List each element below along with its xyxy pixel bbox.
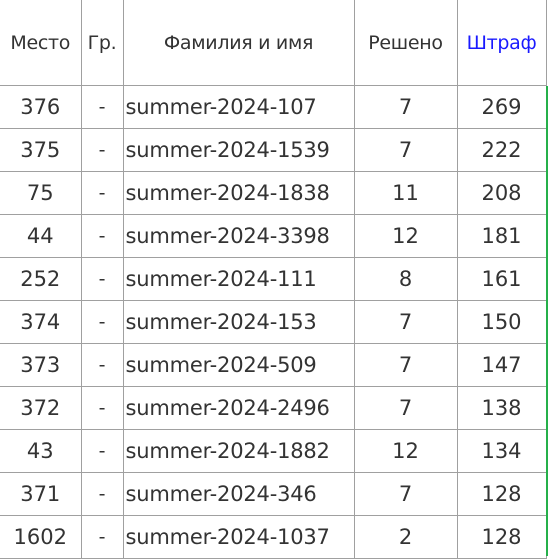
standings-body: 376- summer-2024-107 7 269 375- summer-2024-1… (0, 85, 547, 559)
scroll-edge-indicator (546, 86, 548, 556)
place-cell: 371 (0, 472, 82, 516)
penalty-cell: 181 (456, 214, 547, 258)
name-cell: summer-2024-1838 (122, 171, 355, 215)
name-cell: summer-2024-153 (122, 300, 355, 344)
header-group[interactable]: Гр. (80, 0, 124, 86)
table-row: 374- summer-2024-153 7 150 (0, 300, 547, 344)
penalty-cell: 222 (456, 128, 547, 172)
solved-cell: 12 (353, 214, 458, 258)
solved-cell: 7 (353, 472, 458, 516)
group-cell: - (80, 429, 124, 473)
group-cell: - (80, 472, 124, 516)
place-cell: 374 (0, 300, 82, 344)
place-cell: 375 (0, 128, 82, 172)
group-cell: - (80, 128, 124, 172)
table-row: 371- summer-2024-346 7 128 (0, 472, 547, 516)
group-cell: - (80, 257, 124, 301)
penalty-cell: 269 (456, 85, 547, 129)
place-cell: 372 (0, 386, 82, 430)
group-cell: - (80, 300, 124, 344)
solved-cell: 7 (353, 85, 458, 129)
table-row: 372- summer-2024-2496 7 138 (0, 386, 547, 430)
table-row: 44- summer-2024-3398 12 181 (0, 214, 547, 258)
header-place[interactable]: Место (0, 0, 82, 86)
group-cell: - (80, 214, 124, 258)
solved-cell: 7 (353, 343, 458, 387)
header-penalty-sort-link[interactable]: Штраф (456, 0, 547, 86)
solved-cell: 8 (353, 257, 458, 301)
table-row: 1602- summer-2024-1037 2 128 (0, 515, 547, 559)
group-cell: - (80, 171, 124, 215)
group-cell: - (80, 386, 124, 430)
header-solved[interactable]: Решено (353, 0, 458, 86)
penalty-cell: 134 (456, 429, 547, 473)
table-row: 376- summer-2024-107 7 269 (0, 85, 547, 129)
group-cell: - (80, 343, 124, 387)
place-cell: 252 (0, 257, 82, 301)
table-row: 375- summer-2024-1539 7 222 (0, 128, 547, 172)
solved-cell: 12 (353, 429, 458, 473)
name-cell: summer-2024-1037 (122, 515, 355, 559)
penalty-cell: 138 (456, 386, 547, 430)
table-row: 373- summer-2024-509 7 147 (0, 343, 547, 387)
penalty-cell: 147 (456, 343, 547, 387)
place-cell: 376 (0, 85, 82, 129)
penalty-cell: 128 (456, 472, 547, 516)
place-cell: 43 (0, 429, 82, 473)
penalty-cell: 208 (456, 171, 547, 215)
place-cell: 75 (0, 171, 82, 215)
standings-header: Место Гр. Фамилия и имя Решено Штраф (0, 0, 547, 86)
solved-cell: 7 (353, 128, 458, 172)
group-cell: - (80, 515, 124, 559)
name-cell: summer-2024-509 (122, 343, 355, 387)
name-cell: summer-2024-1539 (122, 128, 355, 172)
place-cell: 1602 (0, 515, 82, 559)
solved-cell: 11 (353, 171, 458, 215)
place-cell: 44 (0, 214, 82, 258)
solved-cell: 7 (353, 300, 458, 344)
table-row: 252- summer-2024-111 8 161 (0, 257, 547, 301)
penalty-cell: 150 (456, 300, 547, 344)
place-cell: 373 (0, 343, 82, 387)
header-name[interactable]: Фамилия и имя (122, 0, 355, 86)
penalty-cell: 128 (456, 515, 547, 559)
table-row: 43- summer-2024-1882 12 134 (0, 429, 547, 473)
name-cell: summer-2024-2496 (122, 386, 355, 430)
name-cell: summer-2024-107 (122, 85, 355, 129)
name-cell: summer-2024-111 (122, 257, 355, 301)
penalty-cell: 161 (456, 257, 547, 301)
name-cell: summer-2024-3398 (122, 214, 355, 258)
solved-cell: 7 (353, 386, 458, 430)
header-row: Место Гр. Фамилия и имя Решено Штраф (0, 0, 547, 86)
name-cell: summer-2024-1882 (122, 429, 355, 473)
table-row: 75- summer-2024-1838 11 208 (0, 171, 547, 215)
solved-cell: 2 (353, 515, 458, 559)
name-cell: summer-2024-346 (122, 472, 355, 516)
group-cell: - (80, 85, 124, 129)
